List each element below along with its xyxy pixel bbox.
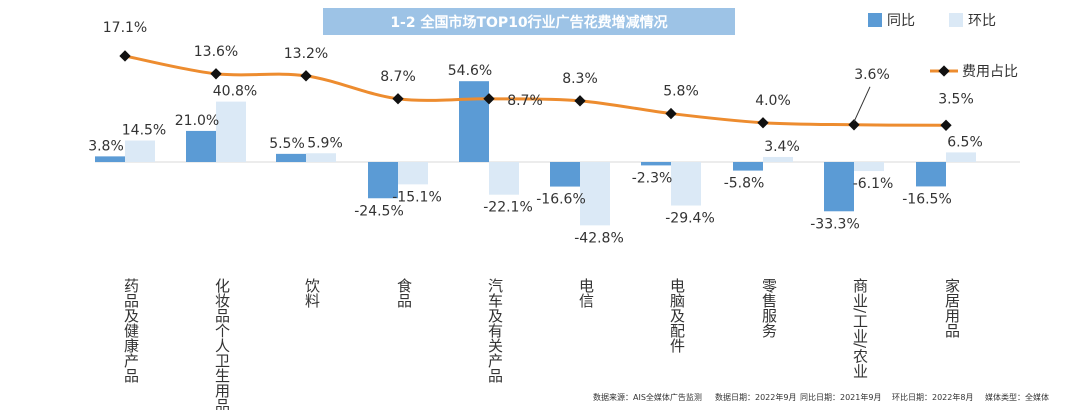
labels-group: 3.8%14.5% 21.0% 40.8% 5.5% 5.9% -24.5%-15.1% 5…: [88, 20, 983, 246]
legend-share-label: 费用占比: [962, 64, 1018, 80]
label-yoy-5: -16.6%: [536, 192, 586, 208]
bar-yoy-5: [550, 162, 580, 187]
category-labels-group: 药品及健康产品 化妆品个人卫生用品 饮料 食品 汽车及有关产品 电信 电脑及配件 零售服务 商业…: [122, 278, 961, 410]
label-mom-6: -29.4%: [665, 211, 715, 227]
bar-yoy-2: [276, 153, 306, 162]
label-yoy-7: -5.8%: [724, 176, 765, 192]
label-yoy-6: -2.3%: [632, 170, 673, 186]
label-share-3: 8.7%: [380, 69, 416, 85]
label-yoy-2: 5.5%: [269, 136, 305, 152]
label-mom-7: 3.4%: [764, 139, 800, 155]
category-label-9: 家居用品: [943, 278, 961, 338]
category-label-6: 电脑及配件: [668, 278, 686, 353]
label-yoy-3: -24.5%: [354, 203, 404, 219]
share-marker-0: [119, 50, 131, 62]
bar-mom-2: [306, 153, 336, 162]
footer-mom-date: 环比日期：2022年8月: [892, 392, 973, 402]
label-share-2: 13.2%: [284, 46, 328, 62]
label-share-6: 5.8%: [663, 84, 699, 100]
share-marker-7: [757, 117, 769, 129]
legend-mom-label: 环比: [968, 13, 996, 29]
bar-yoy-3: [368, 162, 398, 199]
label-yoy-1: 21.0%: [175, 113, 219, 129]
share-marker-6: [665, 107, 677, 120]
label-mom-0: 14.5%: [122, 123, 166, 139]
bar-mom-9: [946, 152, 976, 162]
bar-yoy-9: [916, 162, 946, 187]
bar-mom-7: [763, 156, 793, 162]
label-share-1: 13.6%: [194, 44, 238, 60]
share-leader-8: [853, 86, 871, 122]
bar-yoy-6: [641, 162, 671, 166]
legend-yoy-label: 同比: [887, 13, 915, 29]
label-share-5: 8.3%: [562, 71, 598, 87]
footer-media-type: 媒体类型：全媒体: [985, 392, 1049, 402]
bars-group: [95, 81, 976, 226]
bar-mom-5: [580, 162, 610, 226]
bar-yoy-1: [186, 130, 216, 162]
label-yoy-4: 54.6%: [448, 63, 492, 79]
label-mom-9: 6.5%: [947, 134, 983, 150]
bar-mom-1: [216, 101, 246, 162]
legend-mom-swatch: [949, 13, 963, 27]
share-marker-5: [574, 95, 586, 107]
category-label-7: 零售服务: [760, 278, 778, 339]
label-mom-1: 40.8%: [213, 84, 257, 100]
chart-title-background: [323, 8, 735, 35]
label-share-8: 3.6%: [854, 67, 890, 83]
category-label-4: 汽车及有关产品: [486, 278, 504, 383]
category-label-1: 化妆品个人卫生用品: [213, 278, 231, 410]
share-marker-9: [940, 119, 952, 131]
label-yoy-0: 3.8%: [88, 138, 124, 154]
label-share-7: 4.0%: [755, 93, 791, 109]
category-label-5: 电信: [577, 278, 595, 308]
bar-yoy-0: [95, 156, 125, 162]
share-marker-3: [392, 93, 404, 105]
label-mom-3: -15.1%: [392, 189, 442, 205]
share-line: [124, 54, 947, 127]
bar-mom-0: [125, 140, 155, 162]
label-share-9: 3.5%: [938, 91, 974, 107]
legend-yoy-swatch: [868, 13, 882, 27]
footer-source: 数据来源：AIS全媒体广告监测: [593, 392, 702, 402]
label-mom-8: -6.1%: [853, 176, 894, 192]
chart-title: 1-2 全国市场TOP10行业广告花费增减情况: [390, 14, 667, 31]
bar-yoy-7: [733, 162, 763, 171]
bar-yoy-8: [824, 162, 854, 212]
bar-mom-3: [398, 162, 428, 185]
share-marker-2: [300, 70, 312, 82]
footer-yoy-date: 同比日期：2021年9月: [800, 392, 881, 402]
category-label-2: 饮料: [303, 278, 321, 308]
bar-mom-6: [671, 162, 701, 206]
label-yoy-9: -16.5%: [902, 191, 952, 207]
category-label-8: 商业/工业/农业: [851, 278, 869, 378]
label-mom-4: -22.1%: [483, 200, 533, 216]
legend-share-marker: [938, 65, 950, 77]
category-label-3: 食品: [395, 278, 413, 308]
label-mom-5: -42.8%: [574, 230, 624, 246]
label-share-4: 8.7%: [507, 93, 543, 109]
label-share-0: 17.1%: [103, 20, 147, 36]
label-mom-2: 5.9%: [307, 135, 343, 151]
label-yoy-8: -33.3%: [810, 216, 860, 232]
footer-data-date: 数据日期：2022年9月: [715, 392, 796, 402]
share-marker-1: [210, 68, 222, 80]
bar-mom-8: [854, 162, 884, 172]
category-label-0: 药品及健康产品: [122, 278, 140, 383]
bar-yoy-4: [459, 81, 489, 162]
bar-mom-4: [489, 162, 519, 195]
